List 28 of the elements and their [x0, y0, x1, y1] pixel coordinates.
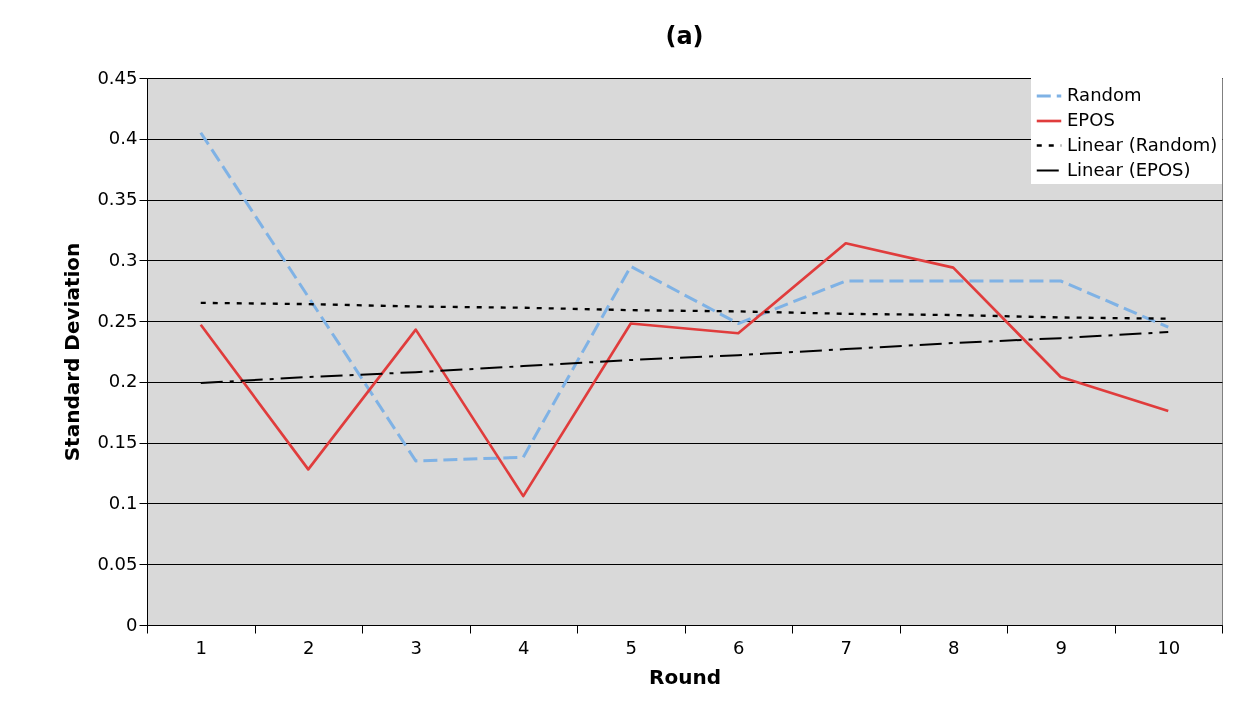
x-tick-label: 8 — [948, 636, 960, 658]
y-tick-label: 0.3 — [108, 248, 138, 270]
legend-label: Linear (Random) — [1067, 133, 1218, 155]
x-tick-label: 9 — [1055, 636, 1067, 658]
chart-title: (a) — [665, 22, 704, 50]
x-tick-label: 5 — [625, 636, 637, 658]
x-tick-label: 1 — [195, 636, 207, 658]
y-tick-label: 0.05 — [97, 552, 138, 574]
y-tick-label: 0.4 — [108, 127, 138, 149]
y-tick-label: 0.35 — [97, 188, 138, 210]
legend-label: Random — [1067, 84, 1142, 105]
y-tick-label: 0.45 — [97, 66, 138, 88]
x-tick-label: 2 — [303, 636, 315, 658]
legend-label: EPOS — [1067, 109, 1115, 130]
y-axis-title: Standard Deviation — [60, 242, 85, 462]
x-tick-label: 3 — [410, 636, 422, 658]
y-tick-label: 0.25 — [97, 309, 138, 331]
y-tick-label: 0.15 — [97, 431, 138, 453]
x-axis-title: Round — [649, 664, 721, 689]
x-tick-label: 6 — [733, 636, 745, 658]
legend-label: Linear (EPOS) — [1067, 158, 1191, 180]
x-tick-label: 4 — [518, 636, 530, 658]
x-tick-label: 10 — [1157, 636, 1181, 658]
y-tick-label: 0 — [126, 613, 138, 635]
y-tick-label: 0.1 — [108, 491, 138, 513]
y-tick-label: 0.2 — [108, 370, 138, 392]
x-tick-label: 7 — [840, 636, 852, 658]
line-series — [199, 241, 1170, 498]
